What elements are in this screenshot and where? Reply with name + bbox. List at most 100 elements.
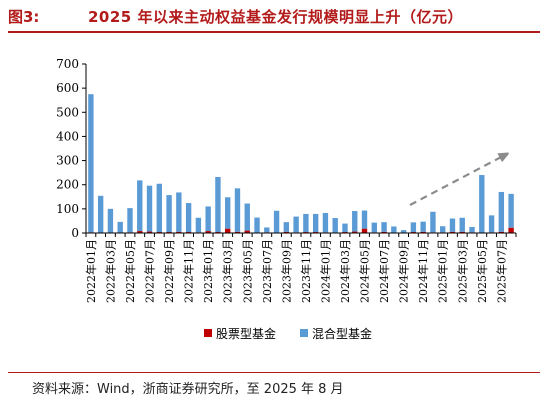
x-tick-label: 2024年01月 [318, 239, 332, 303]
legend-label-hybrid-fund: 混合型基金 [312, 326, 372, 341]
bar-hybrid-fund [176, 192, 182, 232]
figure-header: 图3: 2025 年以来主动权益基金发行规模明显上升（亿元） [0, 0, 548, 34]
x-tick-label: 2022年11月 [182, 239, 196, 303]
bar-hybrid-fund [264, 227, 270, 233]
bar-hybrid-fund [88, 94, 94, 233]
y-tick-label: 400 [56, 129, 79, 143]
bar-stock-fund [352, 231, 358, 233]
bar-stock-fund [508, 227, 514, 233]
footer-divider [8, 372, 540, 373]
bar-hybrid-fund [312, 213, 319, 233]
bar-hybrid-fund [479, 175, 485, 233]
y-tick-label: 200 [56, 178, 79, 192]
bar-hybrid-fund [117, 221, 123, 233]
bar-hybrid-fund [303, 213, 309, 233]
bar-hybrid-fund [185, 203, 192, 233]
source-note: 资料来源：Wind，浙商证券研究所，至 2025 年 8 月 [32, 382, 344, 397]
bars [88, 94, 514, 233]
bar-stock-fund [205, 231, 211, 233]
bar-hybrid-fund [137, 180, 143, 232]
bar-hybrid-fund [400, 230, 407, 233]
bar-stock-fund [420, 231, 426, 233]
x-tick-label: 2022年07月 [143, 239, 157, 303]
y-tick-label: 300 [56, 154, 79, 168]
x-tick-label: 2023年01月 [201, 239, 215, 303]
bar-hybrid-fund [459, 217, 465, 232]
bar-hybrid-fund [391, 226, 397, 233]
x-tick-label: 2024年07月 [377, 239, 391, 303]
bar-hybrid-fund [322, 212, 329, 233]
bar-hybrid-fund [371, 222, 377, 233]
bar-hybrid-fund [195, 217, 202, 233]
legend-swatch-stock-fund [204, 329, 212, 337]
bar-hybrid-fund [420, 221, 426, 232]
x-tick-label: 2024年11月 [416, 239, 430, 303]
legend: 股票型基金 混合型基金 [204, 326, 372, 341]
y-tick-label: 500 [56, 105, 79, 119]
y-tick-label: 700 [56, 57, 79, 71]
x-tick-label: 2022年09月 [162, 239, 176, 303]
bar-hybrid-fund [166, 195, 172, 233]
x-tick-label: 2023年11月 [299, 239, 313, 303]
bar-stock-fund [449, 231, 456, 233]
x-tick-label: 2025年03月 [455, 239, 469, 303]
legend-label-stock-fund: 股票型基金 [216, 326, 276, 341]
bar-hybrid-fund [410, 222, 417, 233]
bar-hybrid-fund [234, 188, 241, 232]
bar-hybrid-fund [293, 216, 299, 233]
bar-hybrid-fund [332, 218, 338, 233]
title-divider [8, 31, 540, 33]
y-tick-label: 600 [56, 81, 79, 95]
bar-stock-fund [498, 231, 505, 233]
bar-stock-fund [381, 231, 387, 233]
y-axis: 0 100 200 300 400 500 600 700 [56, 57, 87, 240]
x-tick-label: 2025年07月 [494, 239, 508, 303]
bar-hybrid-fund [156, 183, 162, 233]
bar-stock-fund [459, 231, 465, 233]
legend-swatch-hybrid-fund [300, 329, 308, 337]
bar-hybrid-fund [430, 211, 436, 233]
bar-hybrid-fund [205, 206, 211, 232]
trend-arrow [409, 155, 505, 206]
bar-stock-fund [234, 231, 241, 233]
bar-hybrid-fund [488, 215, 495, 233]
x-tick-label: 2022年05月 [123, 239, 137, 303]
bar-hybrid-fund [361, 210, 368, 229]
bar-hybrid-fund [244, 203, 250, 231]
bar-hybrid-fund [225, 197, 231, 229]
bar-hybrid-fund [273, 210, 280, 233]
x-tick-label: 2023年03月 [221, 239, 235, 303]
figure-label: 图3: [8, 8, 40, 26]
bar-hybrid-fund [498, 191, 505, 232]
x-axis: 2022年01月 2022年03月 2022年05月 2022年07月 2022年09月… [84, 232, 517, 303]
bar-hybrid-fund [97, 195, 104, 233]
bar-stock-fund [146, 231, 153, 233]
bar-hybrid-fund [254, 217, 260, 233]
bar-stock-fund [176, 231, 182, 233]
x-tick-label: 2023年05月 [240, 239, 254, 303]
x-tick-label: 2022年01月 [84, 239, 98, 303]
y-tick-label: 100 [56, 202, 79, 216]
bar-stock-fund [283, 231, 290, 233]
x-tick-label: 2024年09月 [397, 239, 411, 303]
bar-hybrid-fund [440, 226, 446, 233]
bar-hybrid-fund [381, 222, 387, 232]
bar-hybrid-fund [352, 211, 358, 232]
bar-hybrid-fund [449, 218, 456, 232]
x-tick-label: 2025年05月 [475, 239, 489, 303]
x-tick-label: 2024年03月 [338, 239, 352, 303]
bar-stock-fund [244, 230, 250, 233]
bar-hybrid-fund [469, 226, 475, 233]
figure-title: 2025 年以来主动权益基金发行规模明显上升（亿元） [88, 8, 463, 26]
bar-hybrid-fund [107, 208, 114, 233]
bar-stock-fund [225, 228, 231, 233]
bar-stock-fund [361, 228, 368, 233]
x-tick-label: 2025年01月 [436, 239, 450, 303]
bar-hybrid-fund [283, 222, 290, 232]
x-tick-label: 2022年03月 [103, 239, 117, 303]
x-tick-label: 2024年05月 [358, 239, 372, 303]
x-tick-label: 2023年07月 [260, 239, 274, 303]
trend-arrow-line [409, 155, 505, 206]
bar-hybrid-fund [215, 176, 221, 233]
